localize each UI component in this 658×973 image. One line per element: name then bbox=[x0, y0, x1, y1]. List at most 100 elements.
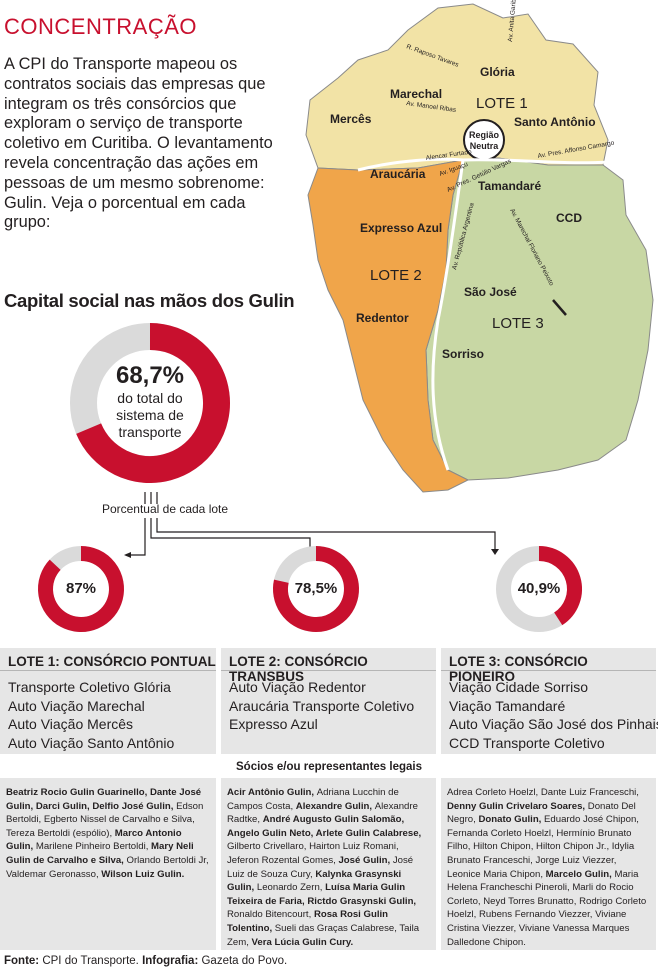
map-region-label: Mercês bbox=[330, 112, 372, 126]
gulin-member-name: Denny Gulin Crivelaro Soares, bbox=[447, 800, 588, 812]
infografia-text: Gazeta do Povo. bbox=[198, 955, 288, 967]
lote1-members: Beatriz Rocio Gulin Guarinello, Dante Jo… bbox=[0, 778, 216, 950]
lote3-value-label: 40,9% bbox=[517, 580, 561, 597]
lote-caption: Porcentual de cada lote bbox=[101, 502, 229, 516]
curitiba-lotes-map: Glória Marechal Mercês Santo Antônio Ara… bbox=[305, 0, 654, 493]
member-name: Leonardo Zern, bbox=[256, 882, 326, 894]
map-region-label: Araucária bbox=[370, 167, 426, 181]
total-caption-line-3: transporte bbox=[118, 424, 182, 440]
member-name: Orlando Bertoldi Jr, Valdemar Geronasso, bbox=[6, 854, 209, 880]
kicker: CONCENTRAÇÃO bbox=[4, 14, 198, 39]
company-item: Transporte Coletivo Glória bbox=[8, 679, 171, 695]
lote3-members: Adrea Corleto Hoelzl, Dante Luiz Frances… bbox=[441, 778, 656, 950]
member-name: Ronaldo Bitencourt, bbox=[227, 909, 314, 921]
lote2-value-label: 78,5% bbox=[294, 580, 338, 597]
gulin-member-name: Donato Gulin, bbox=[478, 814, 545, 826]
gulin-member-name: Mary Neli Gulin de Carvalho e Silva, bbox=[6, 841, 194, 866]
map-neutral-label: Região bbox=[469, 130, 500, 140]
company-item: Auto Viação Redentor bbox=[229, 679, 366, 695]
gulin-member-name: Beatriz Rocio Gulin Guarinello, bbox=[6, 787, 150, 798]
lote3-donut-arc bbox=[538, 546, 582, 626]
total-donut-chart bbox=[70, 323, 230, 483]
lote1-company-list: Transporte Coletivo Glória Auto Viação M… bbox=[0, 671, 216, 752]
gulin-member-name: Delfio José Gulin, bbox=[92, 800, 177, 812]
member-name: Edson Bertoldi, Egberto Nissel de Carval… bbox=[6, 800, 204, 839]
member-name: Donato Del Negro, bbox=[447, 800, 636, 826]
lote1-box: LOTE 1: CONSÓRCIO PONTUAL Transporte Col… bbox=[0, 648, 216, 754]
map-neutral-label: Neutra bbox=[470, 141, 500, 151]
lote2-donut-arc bbox=[273, 546, 359, 632]
lote2-title: LOTE 2: CONSÓRCIO TRANSBUS bbox=[221, 648, 436, 684]
member-name: Marilene Pinheiro Bertoldi, bbox=[35, 841, 152, 853]
map-region-label: Tamandaré bbox=[478, 179, 541, 193]
map-street-label: Av. Anita Garibaldi bbox=[507, 0, 519, 42]
source-label: Fonte: bbox=[4, 955, 40, 967]
lote3-company-list: Viação Cidade Sorriso Viação Tamandaré A… bbox=[441, 671, 658, 752]
map-region-label: Redentor bbox=[356, 311, 409, 325]
member-name: Eduardo José Chipon, Fernanda Corleto Ho… bbox=[447, 814, 639, 880]
total-value-label: 68,7% bbox=[115, 362, 185, 389]
company-item: CCD Transporte Coletivo bbox=[449, 734, 605, 751]
gulin-member-name: Darci Gulin, bbox=[35, 800, 93, 812]
map-region-label: Glória bbox=[480, 65, 515, 79]
map-lote1-label: LOTE 1 bbox=[476, 95, 528, 112]
map-region-label: Santo Antônio bbox=[514, 115, 596, 129]
member-name: José Luiz de Souza Cury, bbox=[227, 854, 414, 880]
total-caption-line-1: do total do bbox=[117, 390, 183, 406]
lote2-members: Acir Antônio Gulin, Adriana Lucchin de C… bbox=[221, 778, 436, 950]
member-name: Alexandre Radtke, bbox=[227, 800, 418, 826]
lote2-box: LOTE 2: CONSÓRCIO TRANSBUS Auto Viação R… bbox=[221, 648, 436, 754]
map-boundary-line bbox=[357, 157, 609, 172]
intro-text: A CPI do Transporte mapeou os contratos … bbox=[4, 55, 273, 232]
member-name: Maria Helena Francheschi Pineroli, Marli… bbox=[447, 868, 647, 948]
infografia-label: Infografia: bbox=[142, 955, 199, 967]
total-donut-arc bbox=[76, 323, 230, 483]
map-region-label: Sorriso bbox=[442, 347, 484, 361]
map-railway-line bbox=[552, 299, 567, 316]
gulin-member-name: Angelo Gulin Neto, bbox=[227, 827, 316, 839]
gulin-member-name: Vera Lúcia Gulin Cury. bbox=[251, 936, 354, 948]
map-region-label: Marechal bbox=[390, 87, 442, 101]
member-name: Gilberto Crivellaro, Hairton Luiz Romani… bbox=[227, 841, 399, 866]
gulin-member-name: Rictdo Grasynski Gulin, bbox=[307, 895, 417, 907]
section-title: Capital social nas mãos dos Gulin bbox=[4, 290, 295, 311]
company-item: Expresso Azul bbox=[229, 716, 318, 732]
gulin-member-name: Wilson Luiz Gulin. bbox=[101, 868, 185, 880]
lote1-title: LOTE 1: CONSÓRCIO PONTUAL bbox=[0, 648, 216, 671]
company-item: Auto Viação Mercês bbox=[8, 716, 134, 732]
gulin-member-name: José Gulin, bbox=[338, 854, 393, 866]
socios-title: Sócios e/ou representantes legais bbox=[236, 761, 422, 773]
map-region-label: Expresso Azul bbox=[360, 221, 442, 235]
gulin-member-name: Acir Antônio Gulin, bbox=[227, 787, 317, 798]
map-region-label: São José bbox=[464, 285, 517, 299]
lote2-company-list: Auto Viação Redentor Araucária Transport… bbox=[221, 671, 436, 734]
gulin-member-name: Alexandre Gulin, bbox=[295, 800, 375, 812]
lote3-title: LOTE 3: CONSÓRCIO PIONEIRO bbox=[441, 648, 656, 684]
lote-donuts bbox=[38, 546, 582, 632]
company-item: Viação Cidade Sorriso bbox=[449, 679, 589, 695]
map-boundary-line bbox=[431, 159, 465, 471]
map-lote1-area bbox=[305, 3, 609, 171]
company-item: Auto Viação Santo Antônio bbox=[8, 734, 175, 751]
member-name: Adrea Corleto Hoelzl, Dante Luiz Frances… bbox=[447, 787, 639, 798]
map-lote2-label: LOTE 2 bbox=[370, 267, 422, 284]
gulin-member-name: Kalynka Grasynski Gulin, bbox=[227, 868, 402, 894]
gulin-member-name: Rosa Rosi Gulin Tolentino, bbox=[227, 909, 389, 934]
map-region-label: CCD bbox=[556, 211, 582, 225]
gulin-member-name: Dante José Gulin, bbox=[6, 787, 202, 812]
total-caption: do total do sistema de transporte bbox=[82, 390, 218, 441]
gulin-member-name: Marcelo Gulin, bbox=[545, 868, 615, 880]
member-name: Adriana Lucchin de Campos Costa, bbox=[227, 787, 399, 812]
gulin-member-name: André Augusto Gulin Salomão, bbox=[262, 814, 405, 826]
source-line: Fonte: CPI do Transporte. Infografia: Ga… bbox=[4, 955, 287, 967]
gulin-member-name: Arlete Gulin Calabrese, bbox=[315, 827, 422, 839]
member-name: Sueli das Graças Calabrese, Taila Zem, bbox=[227, 922, 420, 948]
company-item: Auto Viação São José dos Pinhais bbox=[449, 716, 658, 732]
company-item: Auto Viação Marechal bbox=[8, 697, 145, 714]
source-text: CPI do Transporte. bbox=[39, 955, 143, 967]
lote3-box: LOTE 3: CONSÓRCIO PIONEIRO Viação Cidade… bbox=[441, 648, 658, 754]
company-item: Viação Tamandaré bbox=[449, 697, 566, 714]
company-item: Araucária Transporte Coletivo bbox=[229, 697, 415, 714]
lote1-value-label: 87% bbox=[65, 580, 97, 597]
map-lote2-area bbox=[307, 159, 470, 493]
